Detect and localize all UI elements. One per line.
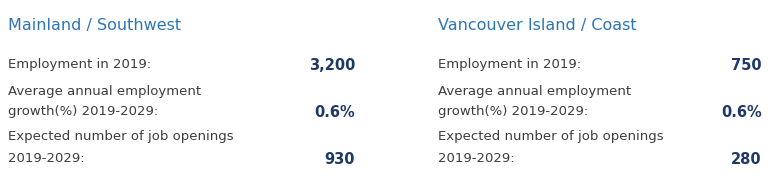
Text: 750: 750 [731, 58, 762, 73]
Text: Mainland / Southwest: Mainland / Southwest [8, 18, 181, 33]
Text: Expected number of job openings: Expected number of job openings [438, 130, 664, 143]
Text: 3,200: 3,200 [309, 58, 355, 73]
Text: 0.6%: 0.6% [314, 105, 355, 120]
Text: 930: 930 [324, 152, 355, 167]
Text: 0.6%: 0.6% [721, 105, 762, 120]
Text: Employment in 2019:: Employment in 2019: [8, 58, 151, 71]
Text: growth(%) 2019-2029:: growth(%) 2019-2029: [8, 105, 158, 118]
Text: 2019-2029:: 2019-2029: [8, 152, 85, 165]
Text: growth(%) 2019-2029:: growth(%) 2019-2029: [438, 105, 588, 118]
Text: Vancouver Island / Coast: Vancouver Island / Coast [438, 18, 636, 33]
Text: Expected number of job openings: Expected number of job openings [8, 130, 233, 143]
Text: 280: 280 [731, 152, 762, 167]
Text: Average annual employment: Average annual employment [438, 85, 631, 98]
Text: 2019-2029:: 2019-2029: [438, 152, 514, 165]
Text: Employment in 2019:: Employment in 2019: [438, 58, 581, 71]
Text: Average annual employment: Average annual employment [8, 85, 202, 98]
